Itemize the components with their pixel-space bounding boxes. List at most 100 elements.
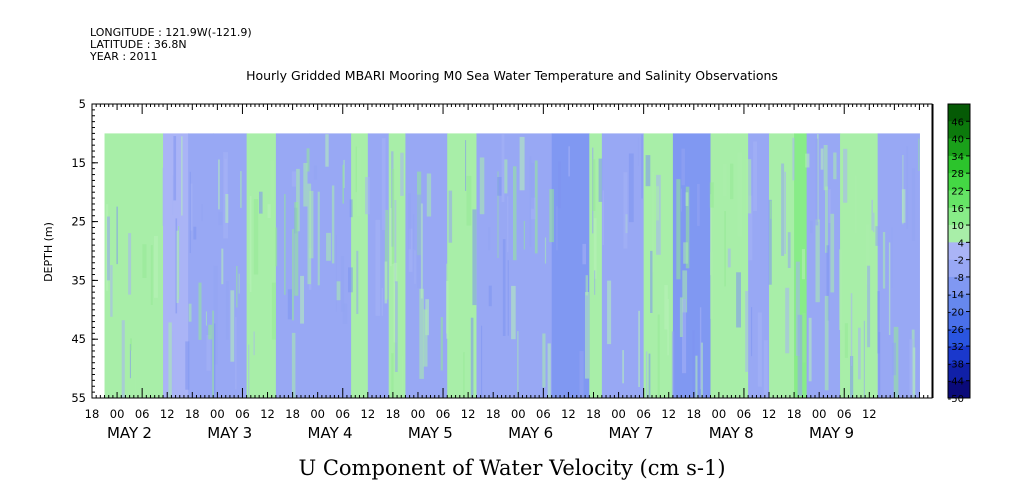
texture-streak <box>727 248 731 268</box>
texture-streak <box>384 209 389 300</box>
texture-streak <box>797 314 803 396</box>
colorbar-swatch <box>948 276 970 295</box>
texture-streak <box>865 224 870 285</box>
texture-streak <box>407 193 411 250</box>
colorbar-label: 10 <box>951 221 964 232</box>
hour-tick-label: 12 <box>160 407 175 421</box>
texture-streak <box>844 323 848 358</box>
texture-streak <box>325 134 329 167</box>
texture-streak <box>768 199 772 285</box>
texture-streak <box>579 351 584 398</box>
colorbar-label: 28 <box>951 169 964 180</box>
texture-streak <box>336 281 341 301</box>
texture-streak <box>291 332 296 398</box>
texture-streak <box>296 168 300 232</box>
texture-streak <box>414 250 416 284</box>
texture-streak <box>667 299 669 356</box>
texture-streak <box>544 237 547 264</box>
texture-streak <box>335 234 337 312</box>
day-label-month: MAY <box>107 424 139 442</box>
texture-streak <box>598 158 603 202</box>
latitude-label: LATITUDE : 36.8N <box>90 38 187 51</box>
texture-streak <box>622 350 624 384</box>
texture-streak <box>381 288 383 316</box>
day-label-month: MAY <box>207 424 239 442</box>
texture-streak <box>723 164 727 197</box>
y-tick-label: 15 <box>71 156 86 170</box>
texture-streak <box>556 206 558 251</box>
texture-streak <box>623 172 628 249</box>
colorbar-label: -14 <box>948 290 964 301</box>
texture-streak <box>888 242 891 335</box>
colorbar-label: -50 <box>948 394 964 405</box>
texture-streak <box>416 194 422 289</box>
texture-streak <box>839 249 843 330</box>
texture-streak <box>685 186 690 269</box>
texture-streak <box>201 203 203 222</box>
texture-streak <box>795 261 800 356</box>
texture-streak <box>213 265 218 365</box>
colorbar-label: -8 <box>954 273 964 284</box>
hour-tick-label: 00 <box>511 407 526 421</box>
y-tick-label: 55 <box>71 391 86 405</box>
texture-streak <box>284 194 286 295</box>
colorbar-label: -20 <box>948 308 964 319</box>
hour-tick-label: 06 <box>135 407 150 421</box>
texture-streak <box>446 281 449 339</box>
texture-streak <box>365 177 370 215</box>
texture-streak <box>808 317 812 382</box>
colorbar-swatch <box>948 346 970 364</box>
texture-streak <box>593 218 597 279</box>
texture-streak <box>871 199 873 231</box>
day-label-month: MAY <box>809 424 841 442</box>
texture-streak <box>679 297 683 337</box>
texture-streak <box>785 287 790 354</box>
hour-tick-label: 18 <box>586 407 601 421</box>
texture-streak <box>391 353 394 398</box>
texture-streak <box>129 344 131 379</box>
texture-streak <box>153 236 158 298</box>
texture-streak <box>826 245 830 321</box>
texture-streak <box>221 248 224 285</box>
texture-streak <box>602 190 604 246</box>
texture-streak <box>162 167 165 226</box>
texture-streak <box>193 226 197 240</box>
texture-streak <box>697 184 700 226</box>
colorbar: 46 40 34 28 22 16 10 4 -2 -8 -14 -20 -26 -32 -38 -44 -50 <box>947 103 971 405</box>
texture-streak <box>401 355 404 398</box>
texture-streak <box>287 289 292 320</box>
y-axis-label: DEPTH (m) <box>42 222 55 282</box>
colorbar-swatch <box>948 121 970 139</box>
hour-tick-label: 12 <box>260 407 275 421</box>
texture-streak <box>802 313 806 363</box>
texture-streak <box>349 199 353 218</box>
hour-tick-label: 00 <box>110 407 125 421</box>
hour-tick-label: 18 <box>85 407 100 421</box>
hour-tick-label: 06 <box>235 407 250 421</box>
texture-streak <box>517 331 519 397</box>
texture-streak <box>585 292 590 379</box>
colorbar-label: 4 <box>958 238 964 249</box>
hour-tick-label: 18 <box>486 407 501 421</box>
texture-streak <box>637 137 639 166</box>
texture-streak <box>206 335 211 371</box>
day-label-day: 8 <box>744 424 754 442</box>
hour-tick-label: 06 <box>335 407 350 421</box>
texture-streak <box>394 200 397 284</box>
colorbar-swatch <box>948 104 970 122</box>
texture-streak <box>249 195 252 293</box>
texture-streak <box>628 153 634 223</box>
texture-streak <box>198 282 202 340</box>
texture-streak <box>208 324 213 340</box>
hour-tick-label: 06 <box>536 407 551 421</box>
colorbar-swatch <box>948 225 970 243</box>
x-axis: 18 00 06 12 18 00 06 12 18 00 06 12 18 00 06 12 18 00 06 12… <box>85 104 933 442</box>
texture-streak <box>259 191 263 214</box>
texture-streak <box>854 175 857 234</box>
colorbar-swatch <box>948 294 970 312</box>
texture-streak <box>142 244 147 278</box>
hour-tick-label: 00 <box>812 407 827 421</box>
hour-tick-label: 18 <box>285 407 300 421</box>
texture-streak <box>607 280 612 345</box>
texture-streak <box>645 351 648 398</box>
